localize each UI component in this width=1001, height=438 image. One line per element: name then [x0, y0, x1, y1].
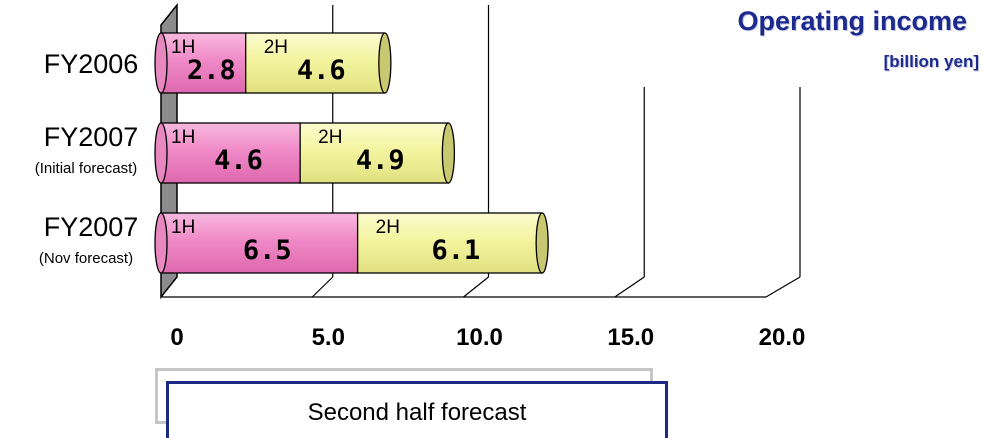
bar-end-cap-2	[535, 212, 549, 274]
bar-series-label-1H-1: 1H	[171, 127, 195, 148]
bar-series-label-2H-2: 2H	[376, 217, 400, 238]
bar-end-cap-1	[441, 122, 456, 184]
category-sublabel-1: (Initial forecast)	[35, 160, 138, 177]
x-tick-label-2: 10.0	[456, 324, 503, 351]
category-sublabel-2: (Nov forecast)	[39, 250, 133, 267]
bar-value-label-1H-0: 2.8	[187, 55, 236, 86]
gridline-floor	[614, 276, 645, 298]
x-tick-label-3: 15.0	[607, 324, 654, 351]
bar-series-label-1H-2: 1H	[171, 217, 195, 238]
gridline-floor	[463, 276, 489, 298]
chart-title: Operating income	[737, 6, 967, 36]
gridline-floor	[311, 276, 334, 298]
bar-start-cap-1	[154, 122, 168, 184]
bar-1H-0	[160, 32, 247, 94]
gridline-floor	[765, 276, 801, 298]
x-tick-label-4: 20.0	[759, 324, 806, 351]
legend-label: Second half forecast	[307, 399, 527, 426]
category-label-1: FY2007	[44, 122, 139, 152]
category-label-0: FY2006	[44, 49, 139, 79]
bar-1H-2	[160, 212, 359, 274]
bar-start-cap-2	[154, 212, 168, 274]
chart-unit: [billion yen]	[883, 52, 979, 71]
bar-value-label-2H-1: 4.9	[356, 145, 405, 176]
x-tick-label-0: 0	[170, 324, 183, 351]
bar-value-label-1H-1: 4.6	[214, 145, 263, 176]
legend-box: Second half forecast	[166, 381, 668, 438]
category-label-2: FY2007	[44, 212, 139, 242]
bar-series-label-2H-0: 2H	[264, 37, 288, 58]
bar-2H-1	[299, 122, 450, 184]
bar-1H-1	[160, 122, 301, 184]
bar-2H-0	[245, 32, 386, 94]
bar-end-cap-0	[378, 32, 392, 94]
bar-series-label-1H-0: 1H	[171, 37, 195, 58]
bar-value-label-2H-2: 6.1	[431, 235, 480, 266]
bar-series-label-2H-1: 2H	[318, 127, 342, 148]
bar-start-cap-0	[154, 32, 168, 94]
bar-value-label-2H-0: 4.6	[297, 55, 346, 86]
bar-value-label-1H-2: 6.5	[243, 235, 292, 266]
bar-2H-2	[356, 212, 543, 274]
x-tick-label-1: 5.0	[312, 324, 345, 351]
